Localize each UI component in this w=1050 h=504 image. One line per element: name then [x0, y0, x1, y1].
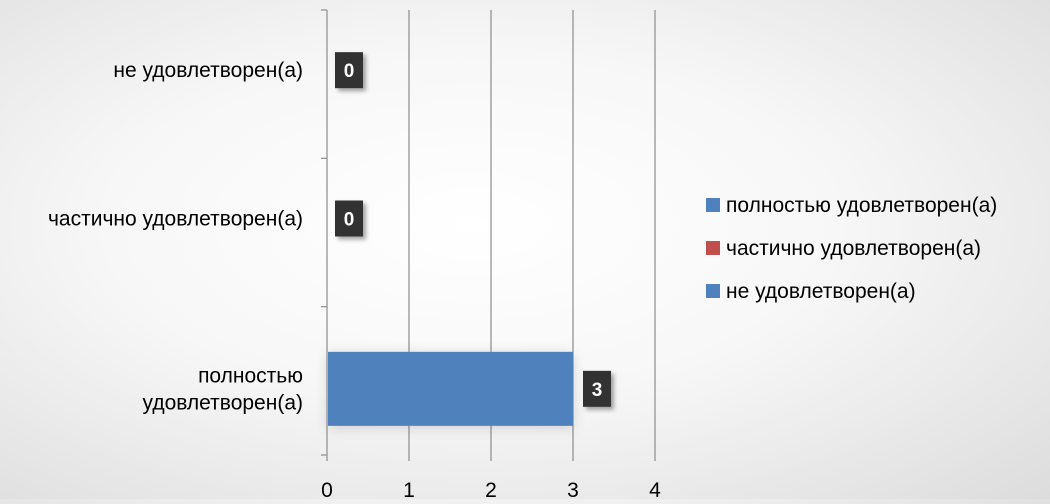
data-label-box	[335, 52, 363, 89]
axes	[321, 9, 656, 461]
data-labels: 3 0 0	[335, 52, 611, 407]
bars	[328, 351, 573, 426]
data-label-box	[583, 370, 611, 407]
bar	[328, 351, 573, 426]
x-tick-label: 2	[485, 479, 497, 499]
legend-label: частично удовлетворен(а)	[726, 237, 981, 260]
data-label: 0	[344, 61, 355, 82]
category-labels: полностью удовлетворен(а) частично удовлет…	[48, 59, 303, 414]
x-tick-label: 1	[403, 479, 415, 499]
x-tick-label: 3	[567, 479, 579, 499]
legend: полностью удовлетворен(а) частично удовле…	[706, 194, 997, 303]
data-label: 0	[344, 210, 355, 231]
legend-label: полностью удовлетворен(а)	[726, 194, 997, 217]
category-label: полностью	[198, 364, 303, 387]
data-label: 3	[592, 380, 603, 401]
legend-swatch	[706, 284, 720, 298]
category-label: не удовлетворен(а)	[113, 59, 303, 82]
legend-swatch	[706, 241, 720, 255]
data-label-box	[335, 200, 363, 237]
x-tick-label: 4	[649, 479, 661, 499]
legend-label: не удовлетворен(а)	[726, 280, 916, 303]
category-label: удовлетворен(а)	[143, 391, 303, 414]
x-tick-label: 0	[321, 479, 333, 499]
category-label: частично удовлетворен(а)	[48, 208, 303, 231]
x-tick-labels: 0 1 2 3 4	[321, 479, 661, 502]
legend-swatch	[706, 198, 720, 212]
